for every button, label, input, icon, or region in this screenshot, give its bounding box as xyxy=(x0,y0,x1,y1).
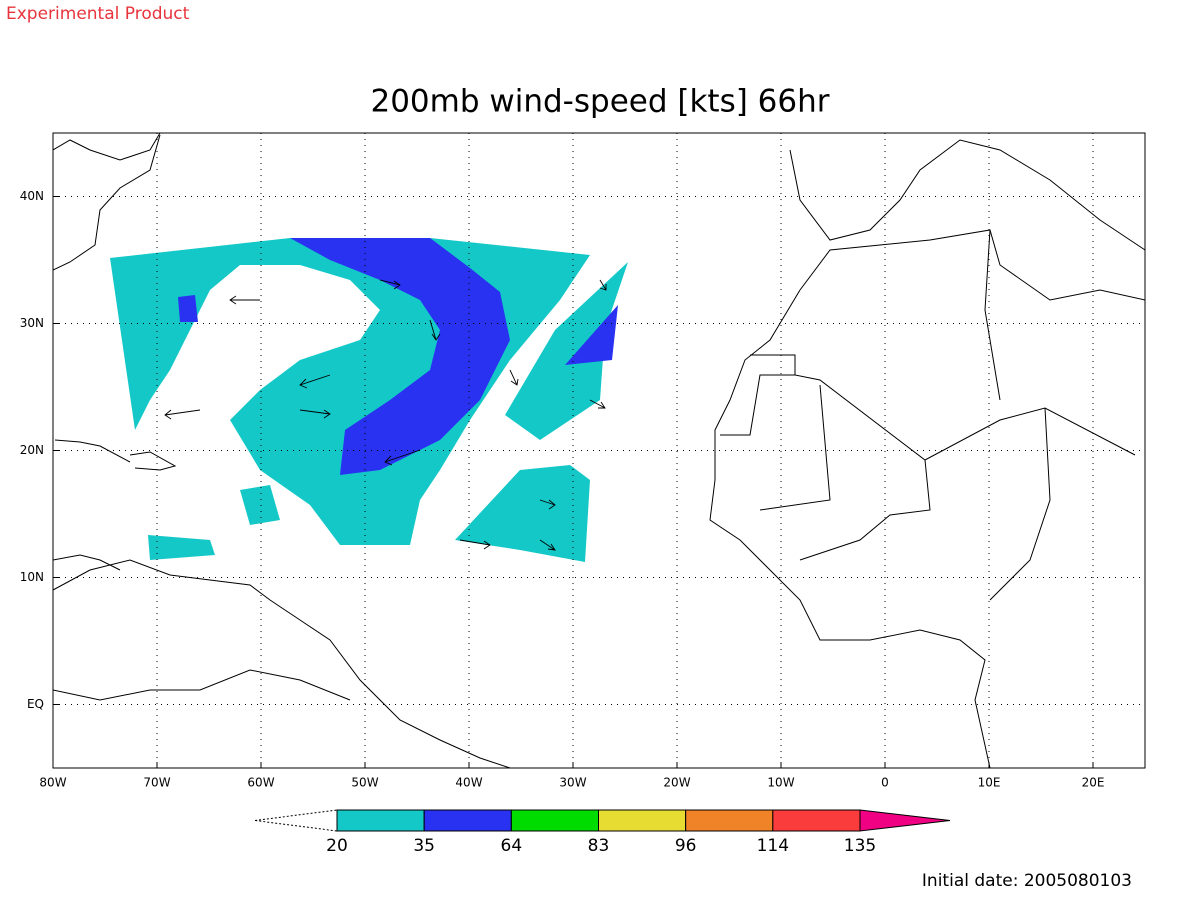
wind-arrow xyxy=(299,374,331,389)
border xyxy=(799,459,931,561)
lon-tick-label: 10W xyxy=(767,776,794,790)
axes: 80W 70W 60W 50W 40W 30W 20W 10W 0 10E 20E 40N 30N 20N… xyxy=(20,189,1105,790)
wind-arrow xyxy=(599,279,607,291)
wind-shade xyxy=(505,262,628,440)
coastline xyxy=(789,139,1145,251)
initial-date: Initial date: 2005080103 xyxy=(922,871,1132,891)
lon-tick-label: 70W xyxy=(143,776,170,790)
wind-arrow xyxy=(379,279,401,290)
colorbar-box xyxy=(423,809,512,832)
lat-tick-label: 20N xyxy=(20,443,44,457)
colorbar-label: 96 xyxy=(675,836,697,856)
wind-arrow xyxy=(459,539,491,550)
lat-tick-label: 30N xyxy=(20,316,44,330)
colorbar-label: 64 xyxy=(501,836,523,856)
wind-shade xyxy=(178,295,198,322)
colorbar-label: 135 xyxy=(844,836,876,856)
colorbar-under xyxy=(254,809,338,832)
lat-tick-label: 10N xyxy=(20,570,44,584)
coastlines xyxy=(53,133,1145,768)
coastline xyxy=(53,669,351,701)
coastline xyxy=(53,554,121,571)
wind-arrow xyxy=(539,539,556,551)
wind-arrow xyxy=(589,399,606,409)
colorbar: 20 35 64 83 96 114 135 xyxy=(254,809,951,856)
colorbar-label: 114 xyxy=(757,836,789,856)
wind-arrow xyxy=(509,369,519,386)
coastline xyxy=(129,451,177,471)
border xyxy=(720,374,795,436)
wind-arrow xyxy=(384,449,421,466)
grid xyxy=(53,133,1145,768)
border xyxy=(750,354,1136,461)
colorbar-label: 20 xyxy=(326,836,348,856)
wind-arrow xyxy=(539,499,556,510)
wind-shade xyxy=(240,485,280,525)
border xyxy=(984,229,1001,401)
colorbar-box xyxy=(772,809,861,832)
wind-shade xyxy=(290,238,510,475)
wind-arrow xyxy=(429,319,441,341)
wind-arrow xyxy=(164,409,201,420)
colorbar-box xyxy=(336,809,425,832)
map-area xyxy=(53,133,1145,768)
border xyxy=(759,384,831,511)
border xyxy=(989,407,1051,601)
lon-tick-label: 50W xyxy=(351,776,378,790)
colorbar-over xyxy=(859,809,951,832)
coastline xyxy=(54,439,131,463)
lon-tick-label: 40W xyxy=(455,776,482,790)
lon-tick-label: 60W xyxy=(247,776,274,790)
wind-arrow xyxy=(299,409,331,419)
product-label: Experimental Product xyxy=(6,4,190,24)
lon-tick-label: 80W xyxy=(39,776,66,790)
lon-tick-label: 20W xyxy=(663,776,690,790)
wind-vectors xyxy=(164,279,607,551)
lon-tick-label: 10E xyxy=(978,776,1001,790)
wind-arrow xyxy=(229,295,260,305)
colorbar-label: 83 xyxy=(588,836,610,856)
lat-tick-label: 40N xyxy=(20,189,44,203)
wind-shading xyxy=(110,238,628,562)
lon-tick-label: 20E xyxy=(1082,776,1105,790)
coastline xyxy=(53,133,161,161)
wind-shade xyxy=(455,465,590,562)
coastline xyxy=(709,289,991,768)
colorbar-label: 35 xyxy=(413,836,435,856)
coastline xyxy=(53,134,161,271)
map-title: 200mb wind-speed [kts] 66hr xyxy=(370,84,829,120)
wind-shade xyxy=(565,305,618,365)
colorbar-box xyxy=(685,809,774,832)
coastline xyxy=(53,559,511,768)
wind-shade xyxy=(148,535,215,560)
lon-tick-label: 0 xyxy=(881,776,889,790)
lat-tick-label: EQ xyxy=(27,697,44,711)
colorbar-box xyxy=(598,809,687,832)
lon-tick-label: 30W xyxy=(559,776,586,790)
colorbar-box xyxy=(510,809,600,832)
